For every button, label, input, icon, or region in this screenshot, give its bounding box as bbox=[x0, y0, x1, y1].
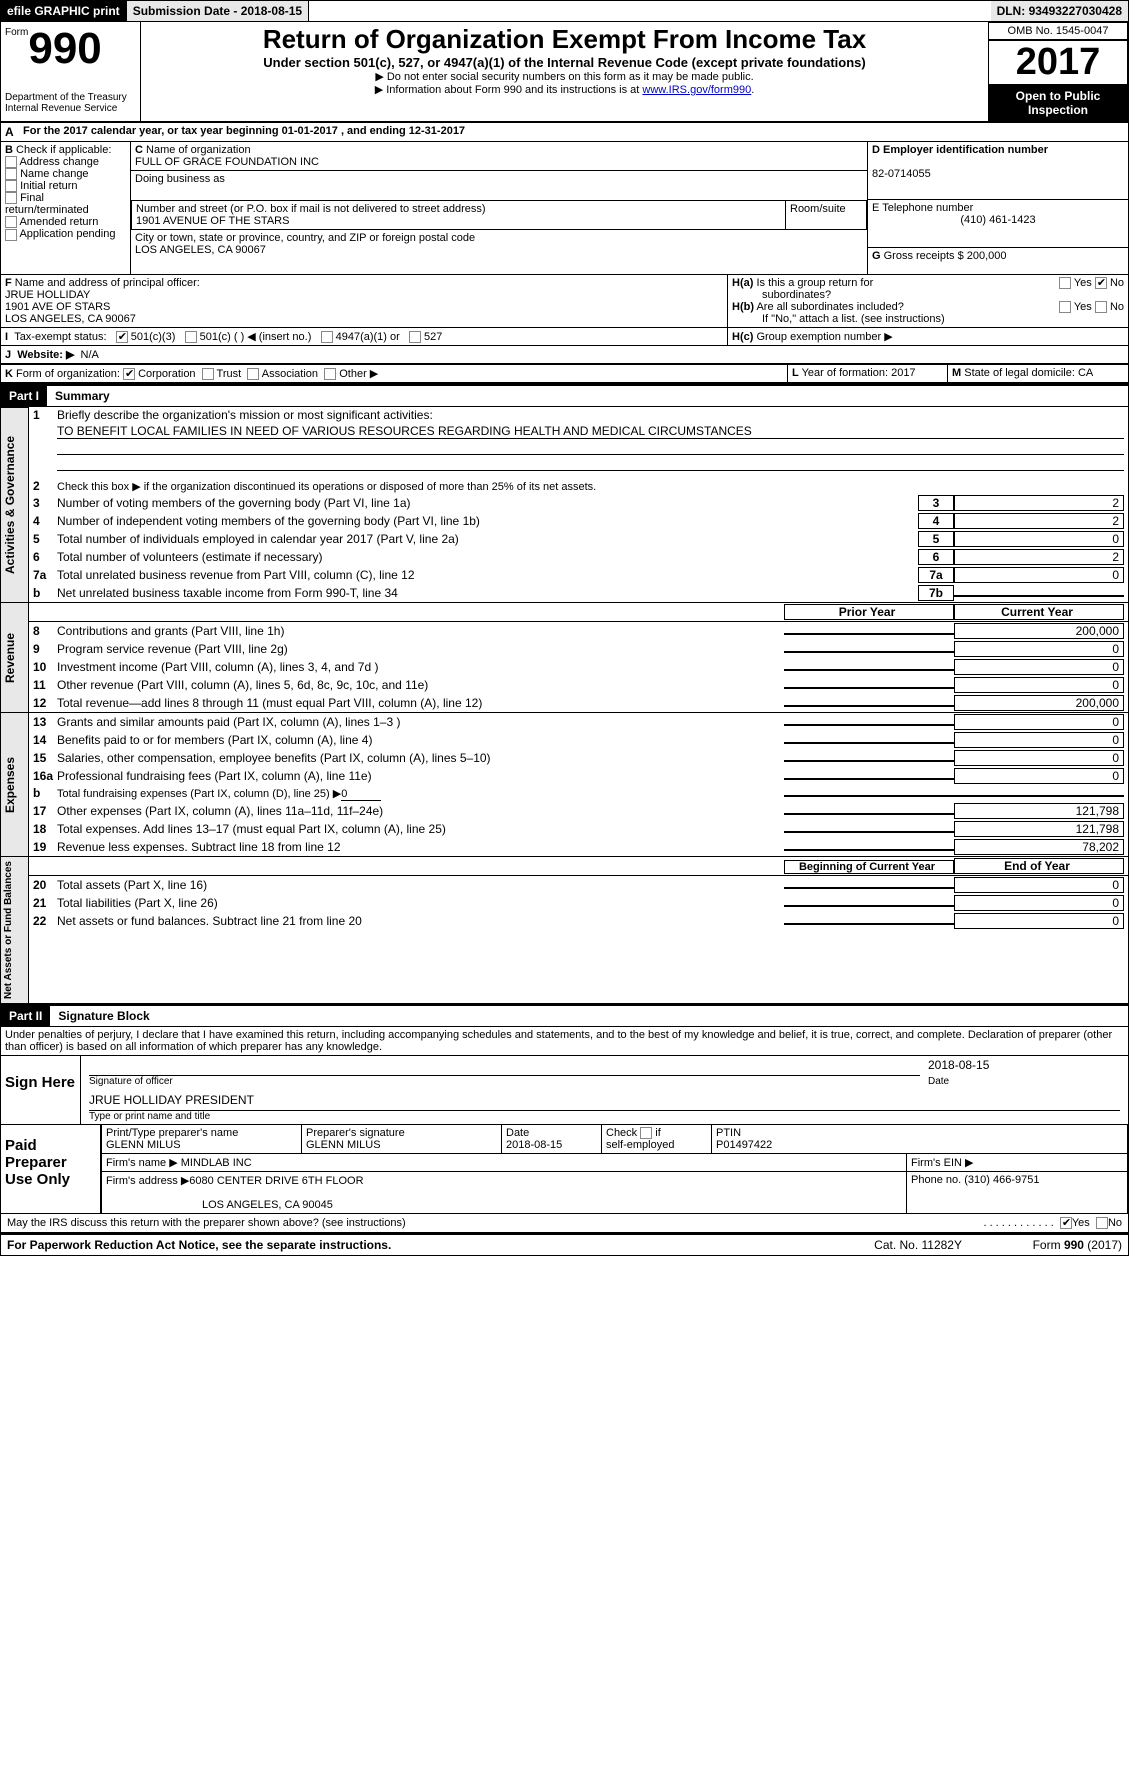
form-number: 990 bbox=[28, 24, 101, 74]
efile-label: efile GRAPHIC print bbox=[1, 1, 127, 21]
submission-date: Submission Date - 2018-08-15 bbox=[127, 1, 309, 21]
section-a: A For the 2017 calendar year, or tax yea… bbox=[0, 123, 1129, 142]
telephone: (410) 461-1423 bbox=[872, 214, 1124, 226]
part1-body: Activities & Governance 1Briefly describ… bbox=[0, 407, 1129, 603]
subtitle1: Under section 501(c), 527, or 4947(a)(1)… bbox=[145, 55, 984, 70]
klm-row: K Form of organization: Corporation Trus… bbox=[0, 365, 1129, 384]
section-c: C Name of organizationFULL OF GRACE FOUN… bbox=[131, 142, 868, 274]
fh-row: F Name and address of principal officer:… bbox=[0, 275, 1129, 328]
netassets-block: Net Assets or Fund Balances Beginning of… bbox=[0, 857, 1129, 1004]
gross-receipts: 200,000 bbox=[967, 250, 1007, 262]
section-h: H(a) Is this a group return for Yes No s… bbox=[728, 275, 1128, 327]
subtitle2: ▶ Do not enter social security numbers o… bbox=[145, 70, 984, 83]
dept1: Department of the Treasury bbox=[5, 92, 136, 103]
street: 1901 AVENUE OF THE STARS bbox=[136, 215, 289, 227]
part2-header: Part II Signature Block bbox=[0, 1004, 1129, 1027]
subtitle3: ▶ Information about Form 990 and its ins… bbox=[145, 83, 984, 96]
irs-link[interactable]: www.IRS.gov/form990 bbox=[642, 84, 751, 96]
part1-header: Part I Summary bbox=[0, 384, 1129, 407]
section-f: F Name and address of principal officer:… bbox=[1, 275, 728, 327]
ein: 82-0714055 bbox=[872, 168, 931, 180]
city: LOS ANGELES, CA 90067 bbox=[135, 244, 266, 256]
revenue-block: Revenue Prior YearCurrent Year 8Contribu… bbox=[0, 603, 1129, 713]
omb-no: OMB No. 1545-0047 bbox=[988, 22, 1128, 40]
preparer-block: Paid Preparer Use Only Print/Type prepar… bbox=[0, 1125, 1129, 1214]
sign-block: Sign Here 2018-08-15 Signature of office… bbox=[0, 1056, 1129, 1125]
open-to-public: Open to PublicInspection bbox=[988, 85, 1128, 121]
dept2: Internal Revenue Service bbox=[5, 103, 136, 114]
right-header: OMB No. 1545-0047 2017 Open to PublicIns… bbox=[988, 22, 1128, 121]
bcd-row: B Check if applicable: Address change Na… bbox=[0, 142, 1129, 275]
discuss-row: May the IRS discuss this return with the… bbox=[0, 1214, 1129, 1233]
j-row: J Website: ▶ N/A bbox=[0, 346, 1129, 365]
tax-year: 2017 bbox=[988, 40, 1128, 85]
section-deg: D Employer identification number82-07140… bbox=[868, 142, 1128, 274]
footer: For Paperwork Reduction Act Notice, see … bbox=[0, 1233, 1129, 1256]
form-number-cell: Form990 Department of the Treasury Inter… bbox=[1, 22, 141, 121]
org-name: FULL OF GRACE FOUNDATION INC bbox=[135, 156, 319, 168]
header-row: Form990 Department of the Treasury Inter… bbox=[0, 22, 1129, 123]
efile-bar: efile GRAPHIC print Submission Date - 20… bbox=[0, 0, 1129, 22]
expenses-block: Expenses 13Grants and similar amounts pa… bbox=[0, 713, 1129, 857]
i-row: I Tax-exempt status: 501(c)(3) 501(c) ( … bbox=[0, 328, 1129, 346]
form-title: Return of Organization Exempt From Incom… bbox=[145, 24, 984, 55]
title-cell: Return of Organization Exempt From Incom… bbox=[141, 22, 988, 121]
dln: DLN: 93493227030428 bbox=[991, 1, 1128, 21]
declaration: Under penalties of perjury, I declare th… bbox=[0, 1027, 1129, 1056]
section-b: B Check if applicable: Address change Na… bbox=[1, 142, 131, 274]
mission: TO BENEFIT LOCAL FAMILIES IN NEED OF VAR… bbox=[57, 424, 1124, 439]
